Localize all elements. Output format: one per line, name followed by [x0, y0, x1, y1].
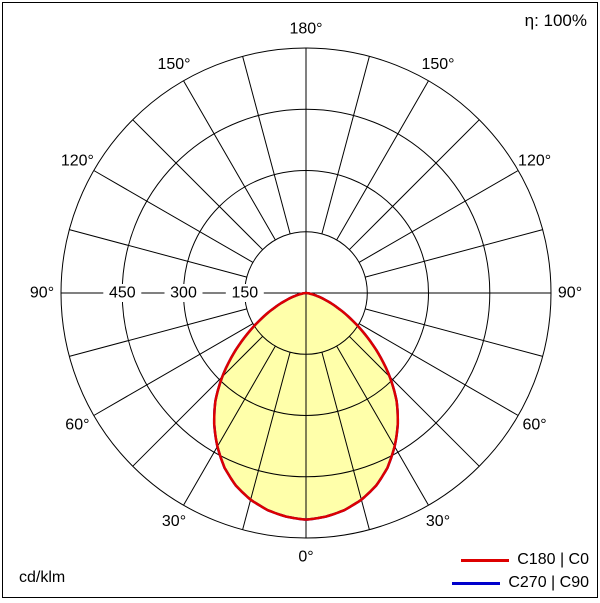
legend-item-c180-c0: C180 | C0: [461, 552, 589, 568]
radial-tick-label: 450: [109, 285, 136, 302]
unit-label: cd/klm: [19, 569, 66, 586]
angle-label: 90°: [30, 285, 54, 302]
grid-spoke: [348, 335, 480, 467]
grid-spoke: [336, 345, 429, 506]
grid-spoke: [242, 56, 291, 234]
grid-spoke: [93, 170, 254, 263]
radial-tick-label-bg: [164, 284, 203, 302]
legend: C180 | C0 C270 | C90: [452, 552, 589, 591]
grid-spoke: [69, 308, 247, 357]
grid-spoke: [365, 308, 543, 357]
grid-spoke: [358, 323, 519, 416]
legend-line-blue-icon: [452, 581, 501, 585]
grid-spoke: [183, 345, 276, 506]
angle-label: 30°: [426, 513, 450, 530]
angle-label: 60°: [522, 417, 546, 434]
radial-tick-label: 300: [170, 285, 197, 302]
grid-spoke: [365, 229, 543, 278]
angle-label: 120°: [61, 153, 94, 170]
grid-spoke: [336, 80, 429, 241]
angle-label: 0°: [298, 549, 313, 566]
grid-spoke: [321, 56, 370, 234]
polar-chart: 150 300 450 0° 30° 30° 60° 60° 90° 90° 120° 120° 150…: [30, 21, 582, 566]
radial-tick-label-bg: [225, 284, 264, 302]
grid-spoke: [183, 80, 276, 241]
grid-spoke: [132, 119, 264, 251]
legend-line-red-icon: [461, 558, 510, 562]
angle-label: 90°: [558, 285, 582, 302]
curve-c180-c0: [212, 291, 400, 521]
legend-label-c180-c0: C180 | C0: [517, 551, 589, 568]
grid-spoke: [93, 323, 254, 416]
grid-spoke: [358, 170, 519, 263]
radial-tick-label-bg: [103, 284, 142, 302]
efficiency-label: η: 100%: [524, 11, 587, 30]
legend-item-c270-c90: C270 | C90: [452, 575, 589, 591]
angle-label: 30°: [162, 513, 186, 530]
grid-spoke: [69, 229, 247, 278]
grid-spoke: [132, 335, 264, 467]
angle-label: 120°: [518, 153, 551, 170]
angle-label: 150°: [421, 56, 454, 73]
angle-label: 150°: [157, 56, 190, 73]
angle-label: 180°: [289, 21, 322, 38]
radial-tick-label: 150: [231, 285, 258, 302]
legend-label-c270-c90: C270 | C90: [508, 574, 589, 591]
grid-spoke: [348, 119, 480, 251]
angle-label: 60°: [65, 417, 89, 434]
